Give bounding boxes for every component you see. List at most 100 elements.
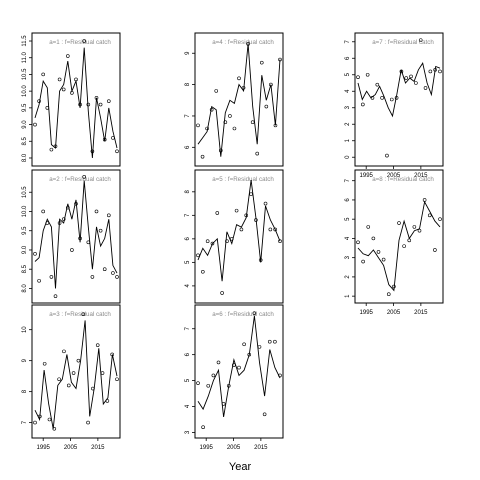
data-point bbox=[273, 227, 277, 232]
data-point bbox=[263, 201, 268, 206]
data-point bbox=[389, 97, 394, 102]
x-tick-label: 2015 bbox=[254, 445, 268, 451]
y-tick-label: 9 bbox=[22, 358, 28, 362]
data-point bbox=[95, 343, 100, 347]
y-tick-label: 8 bbox=[22, 389, 28, 393]
data-point bbox=[255, 151, 260, 156]
data-point bbox=[53, 294, 58, 298]
data-point bbox=[98, 228, 103, 233]
data-point bbox=[90, 275, 95, 279]
data-point bbox=[427, 213, 432, 218]
data-point bbox=[244, 213, 249, 218]
panel-frame bbox=[194, 169, 284, 304]
data-point bbox=[214, 89, 219, 93]
data-point bbox=[273, 339, 277, 344]
series-line bbox=[197, 315, 281, 417]
data-point bbox=[269, 82, 273, 87]
data-point bbox=[74, 201, 78, 206]
panel-title: a=8 : f=Residual catch bbox=[372, 176, 434, 183]
data-point bbox=[111, 136, 115, 140]
y-tick-label: 6 bbox=[185, 352, 191, 356]
data-point bbox=[404, 76, 409, 80]
data-point bbox=[418, 38, 423, 42]
panel-title: a=2 : f=Residual catch bbox=[49, 176, 111, 183]
y-tick-label: 10.5 bbox=[22, 68, 28, 80]
panel-title: a=6 : f=Residual catch bbox=[212, 311, 274, 318]
panel-frame bbox=[354, 32, 444, 167]
y-tick-label: 8.0 bbox=[22, 153, 28, 162]
data-point bbox=[201, 425, 205, 430]
y-tick-label: 6 bbox=[185, 145, 191, 149]
data-point bbox=[361, 259, 365, 264]
data-point bbox=[201, 269, 205, 274]
y-tick-label: 4 bbox=[345, 236, 351, 240]
panel-title: a=3 : f=Residual catch bbox=[49, 311, 111, 318]
data-point bbox=[433, 68, 437, 72]
data-point bbox=[366, 225, 371, 229]
y-tick-label: 10 bbox=[22, 326, 28, 333]
y-tick-label: 5 bbox=[345, 72, 351, 76]
y-tick-label: 9.0 bbox=[22, 120, 28, 129]
panel-frame bbox=[354, 169, 444, 304]
y-tick-label: 8 bbox=[185, 82, 191, 86]
data-point bbox=[412, 225, 417, 229]
data-point bbox=[365, 72, 370, 77]
x-tick-label: 1995 bbox=[360, 173, 374, 179]
data-point bbox=[86, 420, 90, 425]
data-point bbox=[376, 250, 381, 254]
data-point bbox=[107, 99, 111, 103]
data-point bbox=[249, 192, 253, 196]
data-point bbox=[107, 213, 111, 218]
y-tick-label: 5 bbox=[185, 378, 191, 382]
data-point bbox=[66, 205, 70, 210]
data-point bbox=[49, 147, 54, 152]
data-point bbox=[247, 352, 252, 357]
y-tick-label: 1 bbox=[345, 294, 351, 298]
y-tick-label: 7 bbox=[345, 178, 351, 182]
data-point bbox=[259, 60, 264, 65]
data-point bbox=[252, 311, 257, 315]
series-line bbox=[197, 180, 281, 282]
y-tick-label: 1 bbox=[345, 138, 351, 142]
data-point bbox=[386, 292, 391, 297]
panel-frame bbox=[31, 304, 121, 439]
y-tick-label: 2 bbox=[345, 122, 351, 126]
data-point bbox=[356, 75, 360, 80]
series-line bbox=[357, 200, 441, 292]
y-tick-label: 6 bbox=[345, 56, 351, 60]
x-tick-label: 1995 bbox=[37, 445, 51, 451]
data-point bbox=[239, 227, 244, 232]
data-point bbox=[205, 126, 209, 131]
data-point bbox=[257, 345, 262, 349]
data-point bbox=[428, 69, 433, 74]
y-tick-label: 3 bbox=[345, 255, 351, 259]
data-point bbox=[110, 352, 114, 357]
data-point bbox=[381, 257, 386, 262]
data-point bbox=[33, 420, 37, 425]
data-point bbox=[254, 218, 258, 222]
data-point bbox=[209, 107, 214, 112]
data-point bbox=[394, 96, 399, 100]
data-point bbox=[232, 126, 237, 131]
x-tick-label: 1995 bbox=[360, 310, 374, 316]
data-point bbox=[196, 253, 200, 258]
data-point bbox=[62, 349, 66, 354]
y-tick-label: 8.5 bbox=[22, 136, 28, 145]
data-point bbox=[229, 237, 234, 241]
data-point bbox=[218, 148, 223, 153]
y-tick-label: 9.5 bbox=[22, 103, 28, 112]
y-tick-label: 10.5 bbox=[22, 186, 28, 198]
data-point bbox=[278, 239, 282, 244]
data-point bbox=[100, 371, 105, 375]
data-point bbox=[216, 360, 221, 365]
data-point bbox=[423, 86, 428, 90]
data-point bbox=[115, 149, 119, 154]
data-point bbox=[234, 208, 239, 213]
data-point bbox=[47, 417, 52, 422]
y-tick-label: 10.0 bbox=[22, 205, 28, 217]
data-point bbox=[438, 69, 442, 74]
data-point bbox=[98, 102, 103, 107]
data-point bbox=[438, 217, 442, 221]
series-line bbox=[357, 62, 441, 118]
data-point bbox=[53, 144, 58, 149]
